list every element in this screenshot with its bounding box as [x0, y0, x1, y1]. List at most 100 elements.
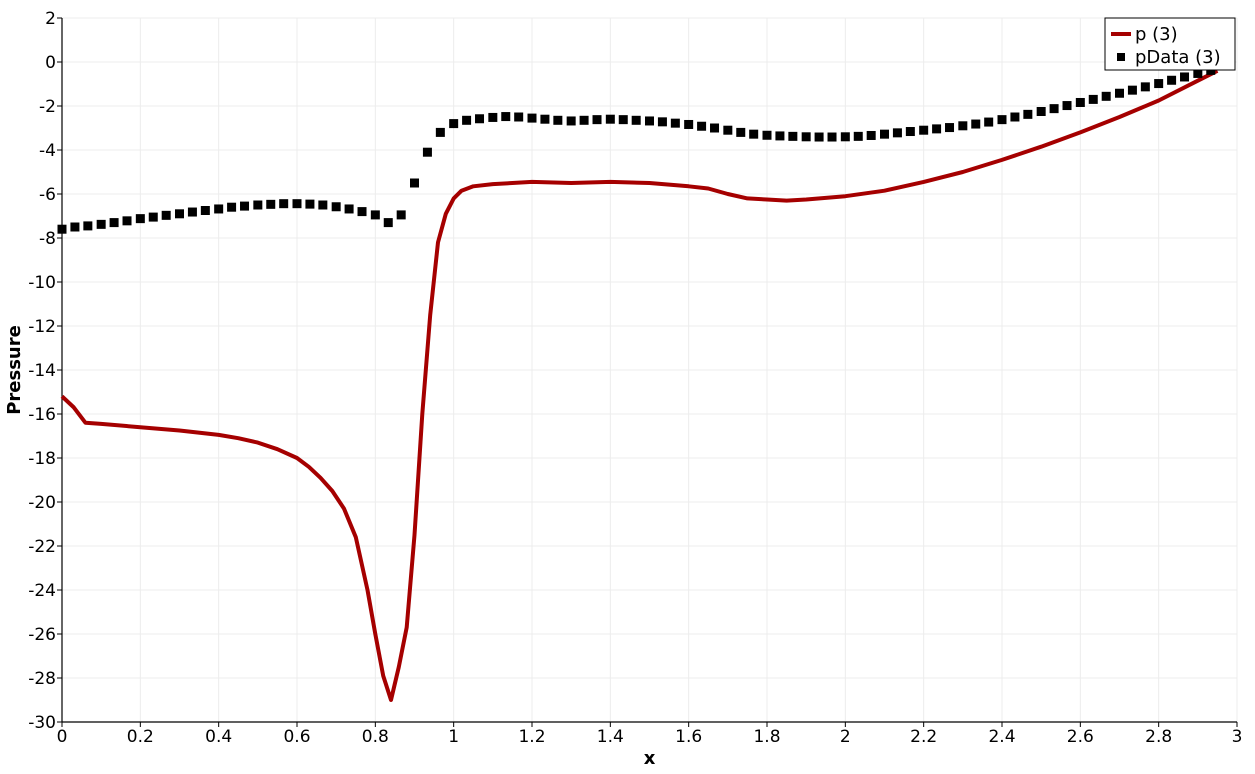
data-point-pData	[122, 216, 132, 226]
x-tick-label: 0.2	[127, 727, 154, 747]
data-point-pData	[279, 199, 289, 209]
data-point-pData	[775, 131, 785, 141]
data-point-pData	[1075, 97, 1085, 107]
data-point-pData	[422, 147, 432, 157]
data-point-pData	[1101, 91, 1111, 101]
y-tick-label: -8	[39, 229, 56, 249]
x-tick-label: 0.4	[205, 727, 232, 747]
data-point-pData	[410, 178, 419, 188]
y-tick-label: -10	[28, 273, 56, 293]
y-tick-label: -26	[28, 625, 56, 645]
data-point-pData	[827, 132, 837, 142]
data-point-pData	[305, 199, 315, 209]
data-point-pData	[814, 132, 824, 142]
y-tick-label: -24	[28, 581, 56, 601]
data-point-pData	[1062, 101, 1072, 111]
data-point-pData	[905, 127, 915, 137]
legend-label: p (3)	[1135, 24, 1178, 45]
data-point-pData	[1010, 112, 1020, 122]
y-tick-label: -2	[39, 97, 56, 117]
data-point-pData	[853, 131, 863, 141]
data-point-pData	[540, 114, 550, 124]
data-point-pData	[945, 123, 955, 133]
y-tick-label: 2	[45, 9, 56, 29]
data-point-pData	[1049, 104, 1059, 114]
legend-box	[1104, 17, 1236, 71]
data-point-pData	[840, 132, 850, 142]
data-point-pData	[553, 115, 563, 125]
x-tick-label: 1.8	[753, 727, 780, 747]
data-point-pData	[592, 115, 602, 125]
data-point-pData	[175, 209, 184, 219]
x-tick-label: 3	[1232, 727, 1243, 747]
legend: p (3)pData (3)	[1104, 17, 1236, 71]
legend-swatch-marker	[1117, 53, 1125, 61]
data-point-pData	[383, 218, 393, 228]
data-point-pData	[70, 222, 80, 232]
y-tick-label: -30	[28, 713, 56, 733]
x-tick-label: 1	[448, 727, 459, 747]
data-point-pData	[762, 130, 772, 140]
data-point-pData	[96, 219, 106, 229]
x-tick-label: 2.4	[988, 727, 1015, 747]
y-tick-label: -12	[28, 317, 56, 337]
data-point-pData	[657, 117, 667, 127]
data-point-pData	[749, 129, 759, 139]
x-tick-label: 0	[57, 727, 68, 747]
data-point-pData	[475, 114, 485, 124]
data-point-pData	[1180, 72, 1190, 82]
y-tick-label: -4	[39, 141, 56, 161]
data-point-pData	[984, 117, 994, 127]
data-point-pData	[997, 115, 1007, 125]
data-point-pData	[1115, 88, 1124, 98]
data-point-pData	[971, 119, 981, 129]
data-point-pData	[892, 128, 902, 138]
data-point-pData	[801, 132, 811, 142]
data-point-pData	[266, 199, 276, 209]
data-point-pData	[435, 127, 445, 137]
data-point-pData	[83, 221, 93, 231]
data-point-pData	[579, 115, 589, 125]
x-tick-label: 2.8	[1145, 727, 1172, 747]
data-point-pData	[135, 214, 145, 224]
y-tick-label: -16	[28, 405, 56, 425]
data-point-pData	[1167, 75, 1177, 85]
data-point-pData	[318, 200, 328, 210]
data-point-pData	[736, 127, 746, 137]
data-point-pData	[200, 206, 210, 215]
data-point-pData	[1036, 107, 1046, 116]
y-tick-label: -20	[28, 493, 56, 513]
data-point-pData	[932, 124, 942, 134]
legend-label: pData (3)	[1135, 47, 1221, 68]
data-point-pData	[919, 125, 929, 135]
data-point-pData	[631, 115, 641, 125]
data-point-pData	[227, 202, 237, 212]
data-point-pData	[645, 116, 654, 126]
data-point-pData	[161, 210, 171, 220]
x-tick-label: 2.6	[1067, 727, 1094, 747]
series-line-p	[60, 69, 1219, 702]
data-point-pData	[684, 119, 694, 129]
x-tick-label: 2.2	[910, 727, 937, 747]
x-tick-label: 1.4	[597, 727, 624, 747]
data-point-pData	[958, 121, 968, 131]
data-point-pData	[148, 212, 158, 222]
data-point-pData	[109, 218, 119, 228]
data-point-pData	[187, 207, 197, 217]
y-tick-label: -28	[28, 669, 56, 689]
x-tick-label: 2	[840, 727, 851, 747]
y-axis-title: Pressure	[4, 325, 25, 415]
data-point-pData	[566, 116, 576, 126]
y-tick-label: -6	[39, 185, 56, 205]
data-point-pData	[605, 114, 615, 124]
data-point-pData	[670, 118, 680, 128]
data-point-pData	[1088, 94, 1098, 104]
grid	[61, 17, 1238, 723]
data-point-pData	[710, 123, 720, 133]
data-point-pData	[697, 121, 707, 131]
data-point-pData	[618, 115, 628, 125]
x-tick-label: 1.2	[518, 727, 545, 747]
data-point-pData	[866, 130, 876, 140]
y-tick-label: -14	[28, 361, 56, 381]
